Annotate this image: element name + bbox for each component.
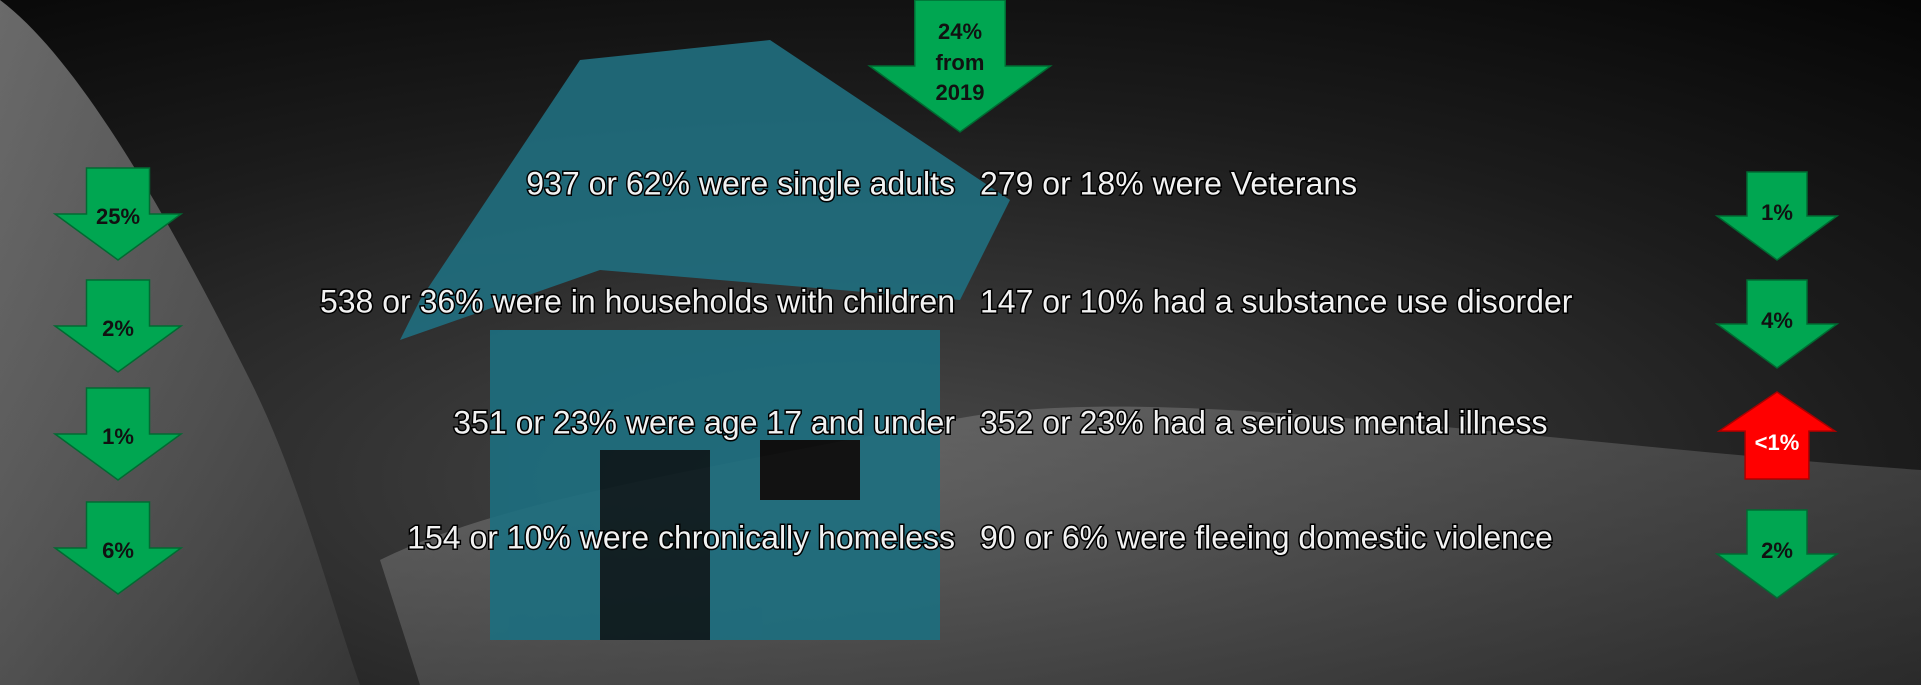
house <box>400 40 1010 640</box>
change-arrow <box>1714 509 1840 599</box>
headline-label: from <box>936 50 985 75</box>
change-label: 1% <box>102 424 134 449</box>
change-arrow <box>1714 279 1840 369</box>
change-label: 4% <box>1761 308 1793 333</box>
change-arrow <box>1716 391 1838 480</box>
left-stat: 937 or 62% were single adults <box>526 165 955 201</box>
change-arrow <box>1714 171 1840 261</box>
change-label: 1% <box>1761 200 1793 225</box>
left-stat: 351 or 23% were age 17 and under <box>453 404 955 440</box>
change-label: 25% <box>96 204 140 229</box>
change-arrow <box>52 501 184 595</box>
change-arrow <box>52 167 184 261</box>
headline-label: 24% <box>938 19 982 44</box>
change-arrow <box>52 279 184 373</box>
right-stat: 279 or 18% were Veterans <box>980 165 1357 201</box>
change-label: 6% <box>102 538 134 563</box>
right-stat: 147 or 10% had a substance use disorder <box>980 283 1573 319</box>
change-arrow <box>52 387 184 481</box>
left-stat: 154 or 10% were chronically homeless <box>407 519 955 555</box>
right-stat: 352 or 23% had a serious mental illness <box>980 404 1547 440</box>
headline-arrow <box>867 0 1053 133</box>
headline-label: 2019 <box>936 80 985 105</box>
right-stat: 90 or 6% were fleeing domestic violence <box>980 519 1553 555</box>
change-label: 2% <box>102 316 134 341</box>
left-stat: 538 or 36% were in households with child… <box>320 283 955 319</box>
change-label: <1% <box>1755 430 1800 455</box>
change-label: 2% <box>1761 538 1793 563</box>
